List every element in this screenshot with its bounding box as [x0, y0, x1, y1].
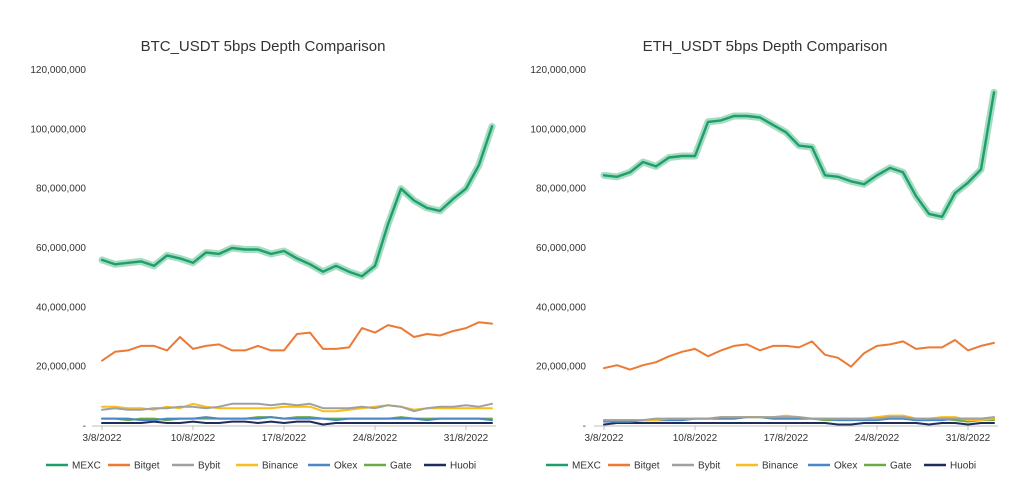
series-line-bybit [603, 416, 995, 422]
series-line-bitget [603, 339, 995, 371]
x-tick-label: 3/8/2022 [83, 433, 122, 444]
series-line-huobi [603, 422, 995, 426]
y-tick-label: 120,000,000 [530, 65, 586, 76]
chart-1: BTC_USDT 5bps Depth Comparison - 20,000,00… [30, 38, 496, 472]
legend-label-mexc: MEXC [72, 461, 101, 472]
x-tick-label: 3/8/2022 [585, 433, 624, 444]
y-tick-label: 60,000,000 [36, 243, 86, 254]
x-tick-label: 31/8/2022 [444, 433, 489, 444]
y-tick-label: - [83, 421, 86, 432]
legend-label-huobi: Huobi [450, 461, 476, 472]
x-tick-label: 31/8/2022 [946, 433, 991, 444]
series-line-mexc [100, 125, 494, 278]
legend-label-okex: Okex [834, 461, 857, 472]
x-tick-label: 17/8/2022 [262, 433, 307, 444]
y-tick-label: 120,000,000 [30, 65, 86, 76]
y-tick-label: 20,000,000 [536, 362, 586, 373]
x-tick-label: 10/8/2022 [171, 433, 216, 444]
legend-label-gate: Gate [390, 461, 412, 472]
legend-label-binance: Binance [762, 461, 799, 472]
series-line-huobi [101, 420, 493, 426]
legend-label-okex: Okex [334, 461, 357, 472]
series-line-mexc-glow [98, 122, 496, 280]
y-tick-label: 20,000,000 [36, 362, 86, 373]
series-line-gate [101, 416, 493, 422]
y-tick-label: - [583, 421, 586, 432]
legend-label-bybit: Bybit [198, 461, 220, 472]
series-line-okex [101, 416, 493, 422]
series-line-mexc [602, 91, 996, 219]
y-tick-label: 80,000,000 [536, 184, 586, 195]
legend-label-gate: Gate [890, 461, 912, 472]
chart-title: BTC_USDT 5bps Depth Comparison [141, 38, 386, 55]
series-line-mexc-glow [600, 88, 998, 221]
legend-label-bitget: Bitget [134, 461, 160, 472]
y-tick-label: 40,000,000 [36, 302, 86, 313]
x-tick-label: 17/8/2022 [764, 433, 809, 444]
y-tick-label: 60,000,000 [536, 243, 586, 254]
y-tick-label: 100,000,000 [530, 124, 586, 135]
y-tick-label: 40,000,000 [536, 302, 586, 313]
chart-2: ETH_USDT 5bps Depth Comparison - 20,000,00… [530, 38, 998, 472]
series-line-bybit [101, 402, 493, 413]
series-line-bitget [101, 321, 493, 362]
legend-label-binance: Binance [262, 461, 299, 472]
legend-label-bitget: Bitget [634, 461, 660, 472]
x-tick-label: 24/8/2022 [353, 433, 398, 444]
legend-label-bybit: Bybit [698, 461, 720, 472]
x-tick-label: 24/8/2022 [855, 433, 900, 444]
legend-label-huobi: Huobi [950, 461, 976, 472]
legend-label-mexc: MEXC [572, 461, 601, 472]
series-line-okex [603, 416, 995, 423]
y-tick-label: 100,000,000 [30, 124, 86, 135]
y-tick-label: 80,000,000 [36, 184, 86, 195]
chart-title: ETH_USDT 5bps Depth Comparison [643, 38, 888, 55]
x-tick-label: 10/8/2022 [673, 433, 718, 444]
